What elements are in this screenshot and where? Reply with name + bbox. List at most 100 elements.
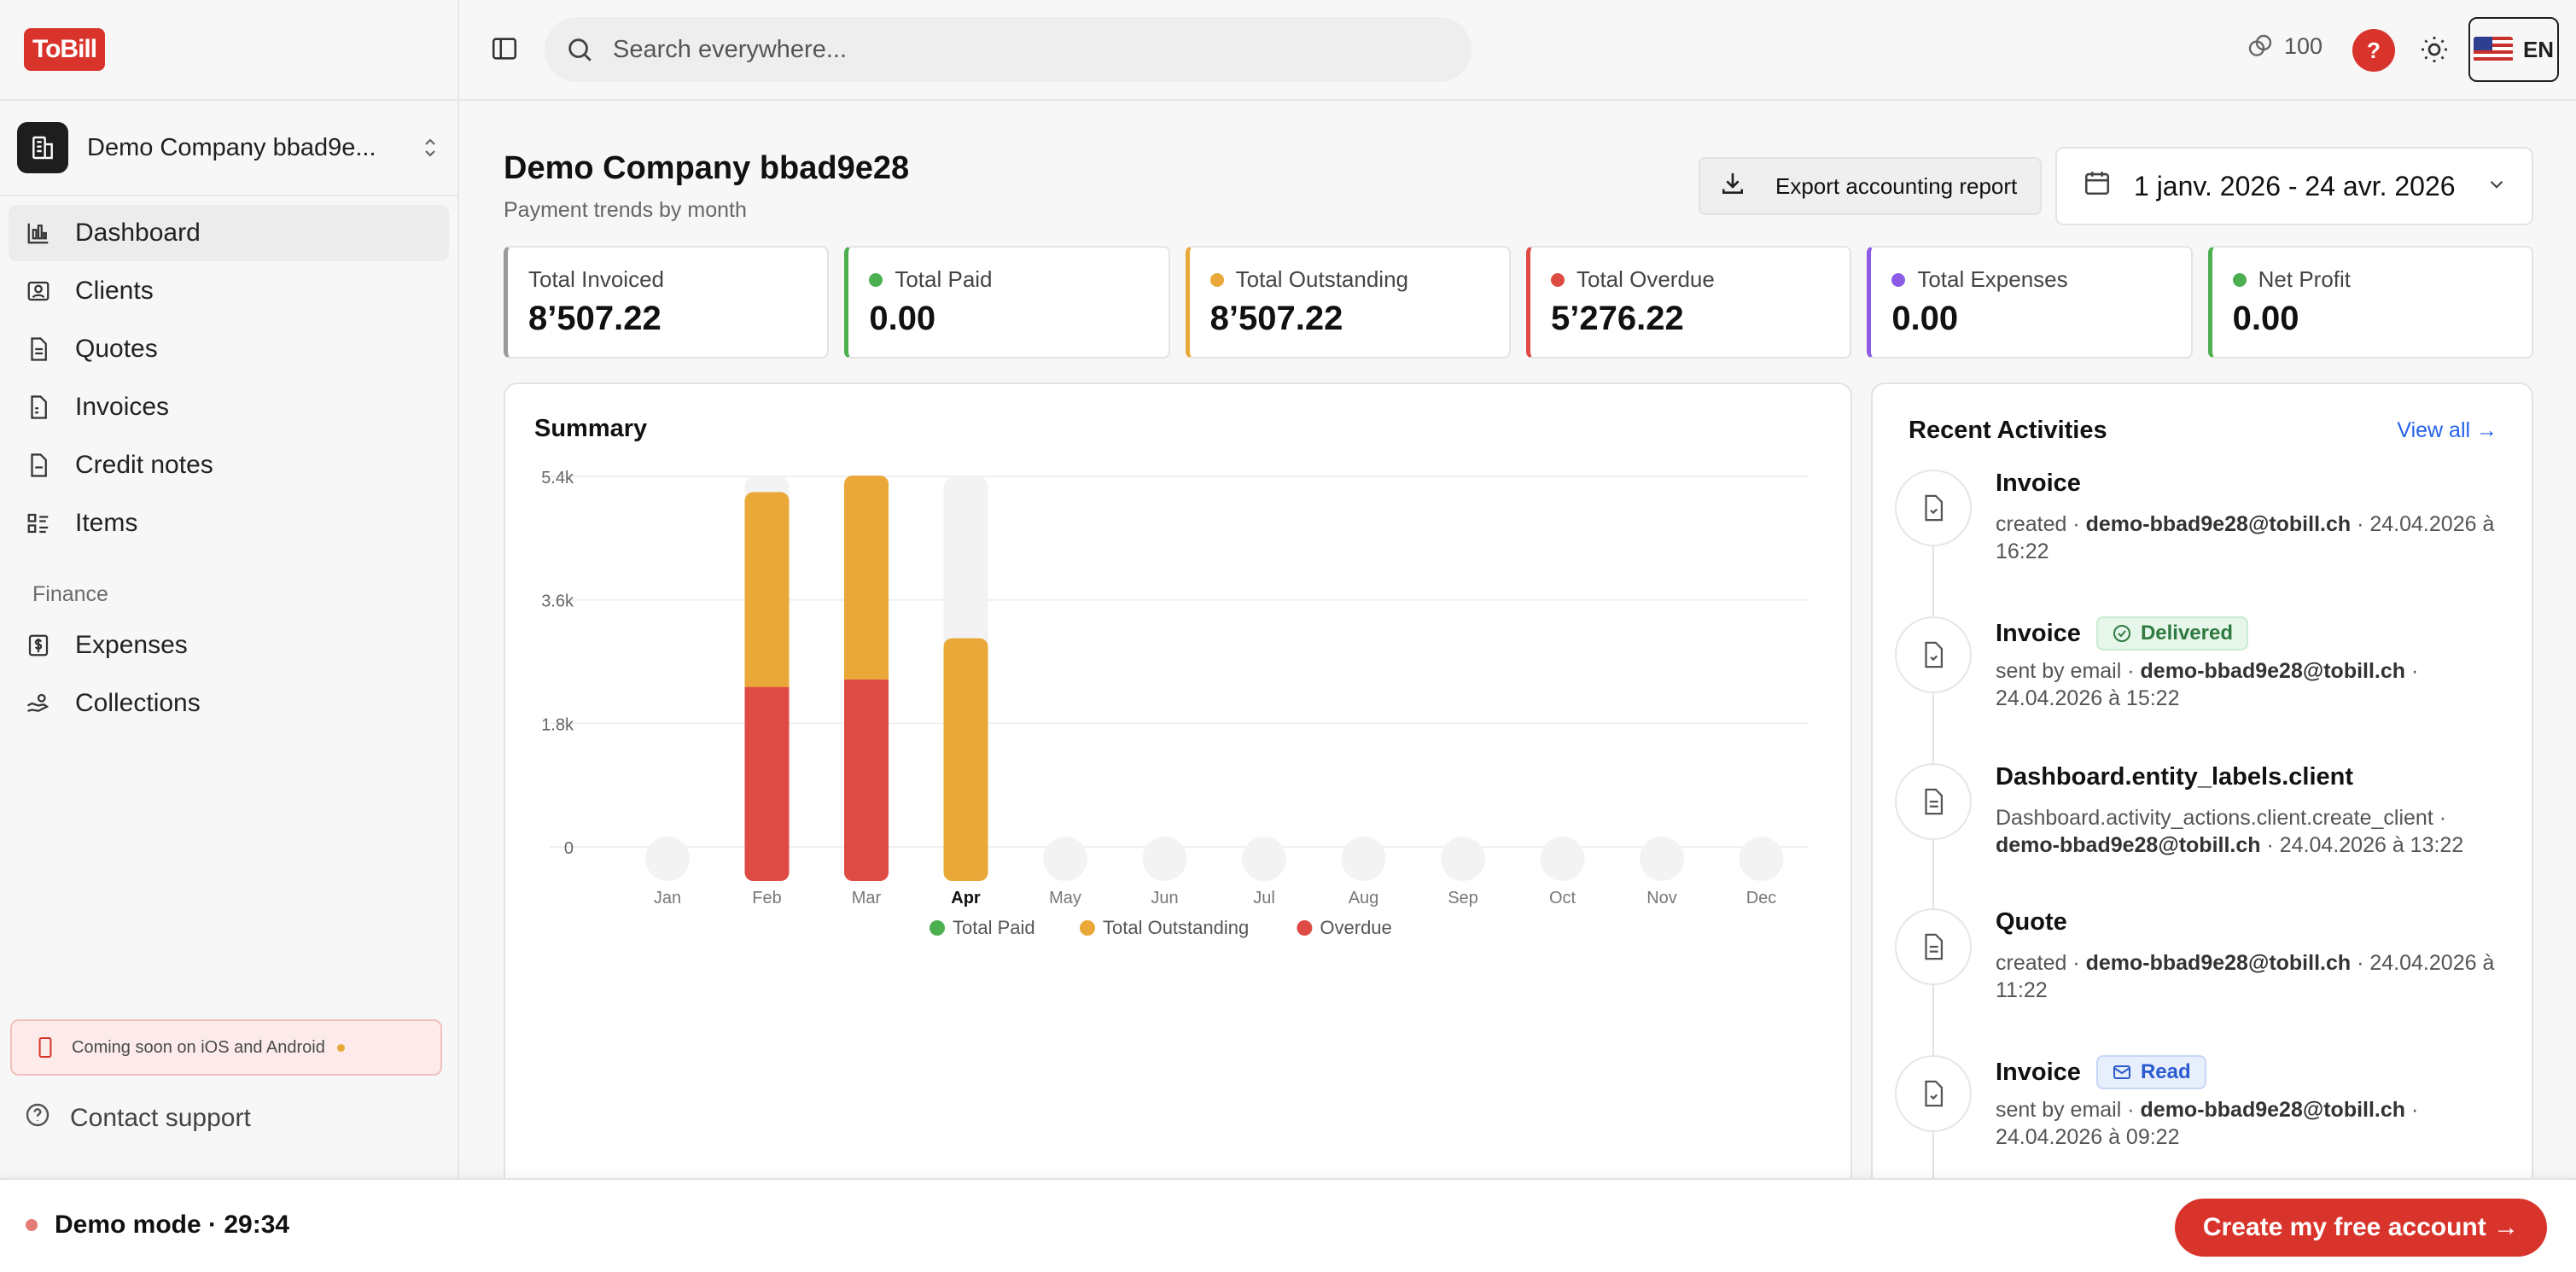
- credits-counter[interactable]: 100: [2247, 32, 2322, 60]
- kpi-label: Total Invoiced: [528, 266, 664, 292]
- sidebar-toggle-icon[interactable]: [490, 34, 519, 63]
- legend-label: Total Paid: [953, 917, 1035, 938]
- date-range-picker[interactable]: 1 janv. 2026 - 24 avr. 2026: [2055, 147, 2533, 225]
- sidebar-item-label: Invoices: [75, 393, 170, 421]
- kpi-label: Net Profit: [2258, 266, 2352, 292]
- status-badge-read: Read: [2095, 1055, 2206, 1089]
- document-icon: [24, 335, 53, 364]
- activity-details: Dashboard.activity_actions.client.create…: [1996, 806, 2464, 857]
- x-tick-label: Jun: [1151, 889, 1178, 907]
- finance-section-label: Finance: [32, 582, 108, 606]
- demo-bottom-bar: Demo mode · 29:34 Create my free account…: [0, 1178, 2576, 1272]
- contact-support-label: Contact support: [70, 1104, 251, 1132]
- sidebar-item-label: Dashboard: [75, 219, 201, 247]
- document-icon: [1895, 763, 1972, 840]
- sun-icon[interactable]: [2419, 34, 2450, 65]
- legend-label: Total Outstanding: [1103, 917, 1249, 938]
- hand-coins-icon: [24, 689, 53, 718]
- coming-soon-banner[interactable]: Coming soon on iOS and Android: [10, 1019, 442, 1076]
- summary-title: Summary: [534, 415, 648, 442]
- search-input[interactable]: [613, 35, 1381, 64]
- tobill-logo[interactable]: ToBill: [24, 28, 106, 71]
- kpi-card-total-outstanding[interactable]: Total Outstanding 8’507.22: [1185, 246, 1511, 359]
- check-circle-icon: [2113, 625, 2130, 642]
- sidebar-item-collections[interactable]: Collections: [9, 675, 449, 732]
- company-switcher[interactable]: Demo Company bbad9e...: [0, 101, 458, 196]
- us-flag-icon: [2473, 37, 2513, 62]
- activities-title: Recent Activities: [1909, 417, 2107, 444]
- activity-title: Invoice: [1996, 619, 2081, 647]
- export-accounting-button[interactable]: Export accounting report: [1699, 157, 2042, 215]
- x-tick-label: Dec: [1746, 889, 1777, 907]
- bar-outstanding: [844, 476, 889, 680]
- company-name: Demo Company bbad9e...: [87, 133, 376, 161]
- calendar-icon: [2083, 168, 2112, 204]
- coins-icon: [2248, 34, 2272, 56]
- bar-outstanding: [943, 638, 988, 881]
- bar-outstanding: [744, 492, 790, 687]
- bar-outstanding-square: [744, 676, 790, 687]
- search-bar[interactable]: [545, 17, 1472, 82]
- bar-overdue-square: [844, 679, 889, 690]
- bar-overdue: [744, 686, 790, 881]
- summary-bar-chart: 0 1.8k 3.6k 5.4k Jan Feb Mar Apr May Jun Jul Aug Sep…: [541, 469, 1808, 938]
- dollar-receipt-icon: [24, 631, 53, 660]
- export-label: Export accounting report: [1775, 172, 2018, 199]
- help-button[interactable]: ?: [2352, 29, 2395, 72]
- kpi-card-net-profit[interactable]: Net Profit 0.00: [2207, 246, 2533, 359]
- x-tick-label: Nov: [1646, 889, 1677, 907]
- invoice-icon: [1895, 616, 1972, 693]
- dashboard-main: Demo Company bbad9e28 Payment trends by …: [459, 101, 2576, 1202]
- kpi-dot: [1550, 272, 1565, 287]
- topbar: 100 ? EN: [459, 0, 2576, 101]
- x-tick-label: Feb: [752, 889, 781, 907]
- x-tick-label: Apr: [951, 889, 981, 907]
- kpi-card-total-overdue[interactable]: Total Overdue 5’276.22: [1525, 246, 1852, 359]
- activity-title: Dashboard.entity_labels.client: [1996, 763, 2354, 791]
- kpi-label: Total Paid: [895, 266, 993, 292]
- sidebar-item-label: Expenses: [75, 631, 188, 659]
- credit-note-icon: [24, 451, 53, 480]
- status-badge-delivered: Delivered: [2095, 616, 2248, 651]
- x-tick-label: Sep: [1448, 889, 1478, 907]
- kpi-dot: [1891, 272, 1906, 287]
- kpi-value: 5’276.22: [1550, 300, 1684, 337]
- sidebar-item-items[interactable]: Items: [9, 495, 449, 551]
- search-icon: [568, 38, 592, 61]
- y-tick-label: 3.6k: [541, 592, 574, 611]
- invoice-icon: [1895, 470, 1972, 546]
- x-tick-label: Mar: [852, 889, 882, 907]
- kpi-row: Total Invoiced 8’507.22 Total Paid 0.00 …: [504, 246, 2533, 359]
- kpi-card-total-paid[interactable]: Total Paid 0.00: [844, 246, 1170, 359]
- language-selector[interactable]: EN: [2468, 17, 2559, 82]
- activity-details: sent by email · demo-bbad9e28@tobill.ch …: [1996, 659, 2419, 710]
- sidebar-item-invoices[interactable]: Invoices: [9, 379, 449, 435]
- view-all-link[interactable]: View all →: [2397, 418, 2497, 442]
- sidebar-item-credit-notes[interactable]: Credit notes: [9, 437, 449, 493]
- legend-swatch: [1297, 920, 1313, 936]
- empty-bar-placeholder: [1739, 837, 1784, 881]
- contact-support-link[interactable]: Contact support: [0, 1094, 459, 1142]
- y-tick-label: 5.4k: [541, 469, 574, 487]
- kpi-label: Total Expenses: [1917, 266, 2068, 292]
- sidebar-item-clients[interactable]: Clients: [9, 263, 449, 319]
- sidebar-item-expenses[interactable]: Expenses: [9, 617, 449, 674]
- page-title: Demo Company bbad9e28: [504, 150, 910, 186]
- sidebar-item-label: Credit notes: [75, 451, 213, 479]
- empty-bar-placeholder: [1341, 837, 1386, 881]
- demo-status-dot: [26, 1219, 38, 1231]
- empty-bar-placeholder: [1043, 837, 1087, 881]
- create-account-button[interactable]: Create my free account →: [2175, 1199, 2547, 1257]
- sidebar: ToBill Demo Company bbad9e... Dashboard …: [0, 0, 459, 1178]
- empty-bar-placeholder: [1441, 837, 1485, 881]
- kpi-label: Total Overdue: [1576, 266, 1715, 292]
- kpi-card-total-expenses[interactable]: Total Expenses 0.00: [1867, 246, 2193, 359]
- activity-details: sent by email · demo-bbad9e28@tobill.ch …: [1996, 1098, 2419, 1149]
- kpi-card-total-invoiced[interactable]: Total Invoiced 8’507.22: [504, 246, 830, 359]
- empty-bar-placeholder: [1242, 837, 1286, 881]
- kpi-dot: [1209, 272, 1224, 287]
- sidebar-item-dashboard[interactable]: Dashboard: [9, 205, 449, 261]
- sidebar-item-quotes[interactable]: Quotes: [9, 321, 449, 377]
- contact-card-icon: [24, 277, 53, 306]
- help-circle-icon: [24, 1101, 51, 1135]
